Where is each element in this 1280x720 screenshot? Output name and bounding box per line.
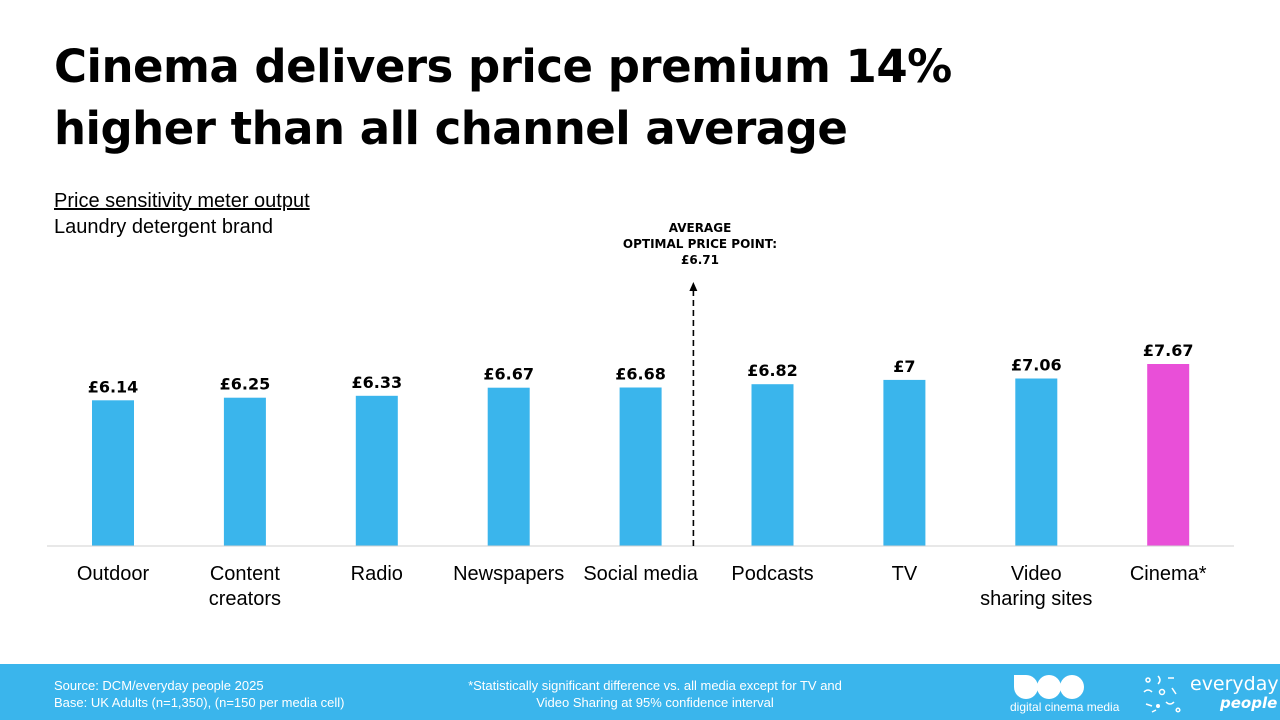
average-arrow-head bbox=[689, 282, 698, 291]
significance-note-line-1: *Statistically significant difference vs… bbox=[468, 678, 842, 693]
title-line-1: Cinema delivers price premium 14% bbox=[54, 40, 952, 93]
x-tick-label-2: Radio bbox=[351, 563, 403, 585]
data-label-1: £6.25 bbox=[220, 375, 271, 394]
average-annotation-line-2: OPTIMAL PRICE POINT: bbox=[622, 237, 778, 251]
x-tick-label-8: Cinema* bbox=[1130, 563, 1207, 585]
significance-note-line-2: Video Sharing at 95% confidence interval bbox=[536, 695, 774, 710]
everyday-people-logo-word-1: everyday bbox=[1190, 673, 1279, 695]
page-title: Cinema delivers price premium 14% higher… bbox=[54, 36, 1154, 160]
bar-3 bbox=[487, 387, 530, 546]
bar-8 bbox=[1147, 364, 1190, 546]
bar-5 bbox=[751, 384, 794, 546]
bar-7 bbox=[1015, 378, 1058, 546]
bar-1 bbox=[223, 397, 266, 546]
dcm-logo-mark-icon bbox=[1014, 675, 1084, 699]
data-label-5: £6.82 bbox=[747, 361, 798, 380]
chart-subtitle: Price sensitivity meter output bbox=[54, 190, 310, 212]
bar-6 bbox=[883, 379, 926, 546]
data-label-2: £6.33 bbox=[351, 373, 402, 392]
everyday-people-logo: everyday people bbox=[1138, 670, 1279, 716]
source-line: Source: DCM/everyday people 2025 bbox=[54, 678, 264, 693]
dcm-logo: digital cinema media bbox=[1010, 672, 1135, 716]
data-label-4: £6.68 bbox=[615, 365, 666, 384]
data-label-8: £7.67 bbox=[1143, 341, 1194, 360]
footer-bar: Source: DCM/everyday people 2025 Base: U… bbox=[0, 664, 1280, 720]
data-label-7: £7.06 bbox=[1011, 356, 1062, 375]
title-line-2: higher than all channel average bbox=[54, 102, 848, 155]
bar-2 bbox=[355, 395, 398, 546]
x-tick-label-5: Podcasts bbox=[731, 563, 813, 585]
data-label-0: £6.14 bbox=[88, 377, 139, 396]
average-annotation-value: £6.71 bbox=[681, 253, 719, 267]
source-note: Source: DCM/everyday people 2025 Base: U… bbox=[54, 677, 345, 711]
x-tick-label-7: Video sharing sites bbox=[980, 563, 1092, 610]
x-tick-label-0: Outdoor bbox=[77, 563, 150, 585]
average-annotation: AVERAGE OPTIMAL PRICE POINT: £6.71 bbox=[600, 220, 800, 268]
x-tick-label-6: TV bbox=[892, 563, 918, 585]
bar-chart: £6.14 Outdoor £6.25 Content creators £6.33 Rad… bbox=[47, 282, 1234, 610]
chart-brand-label: Laundry detergent brand bbox=[54, 216, 274, 238]
bar-0 bbox=[92, 400, 134, 546]
x-tick-label-3: Newspapers bbox=[453, 563, 564, 585]
significance-note: *Statistically significant difference vs… bbox=[425, 677, 885, 711]
base-line: Base: UK Adults (n=1,350), (n=150 per me… bbox=[54, 695, 345, 710]
data-label-3: £6.67 bbox=[483, 365, 534, 384]
x-tick-label-1: Content creators bbox=[209, 563, 281, 610]
bar-4 bbox=[619, 387, 662, 546]
x-tick-label-4: Social media bbox=[583, 563, 698, 585]
confetti-icon bbox=[1143, 675, 1181, 713]
data-label-6: £7 bbox=[893, 357, 915, 376]
everyday-people-logo-word-2: people bbox=[1220, 694, 1278, 712]
dcm-logo-text: digital cinema media bbox=[1010, 700, 1120, 714]
average-annotation-line-1: AVERAGE bbox=[668, 221, 732, 235]
